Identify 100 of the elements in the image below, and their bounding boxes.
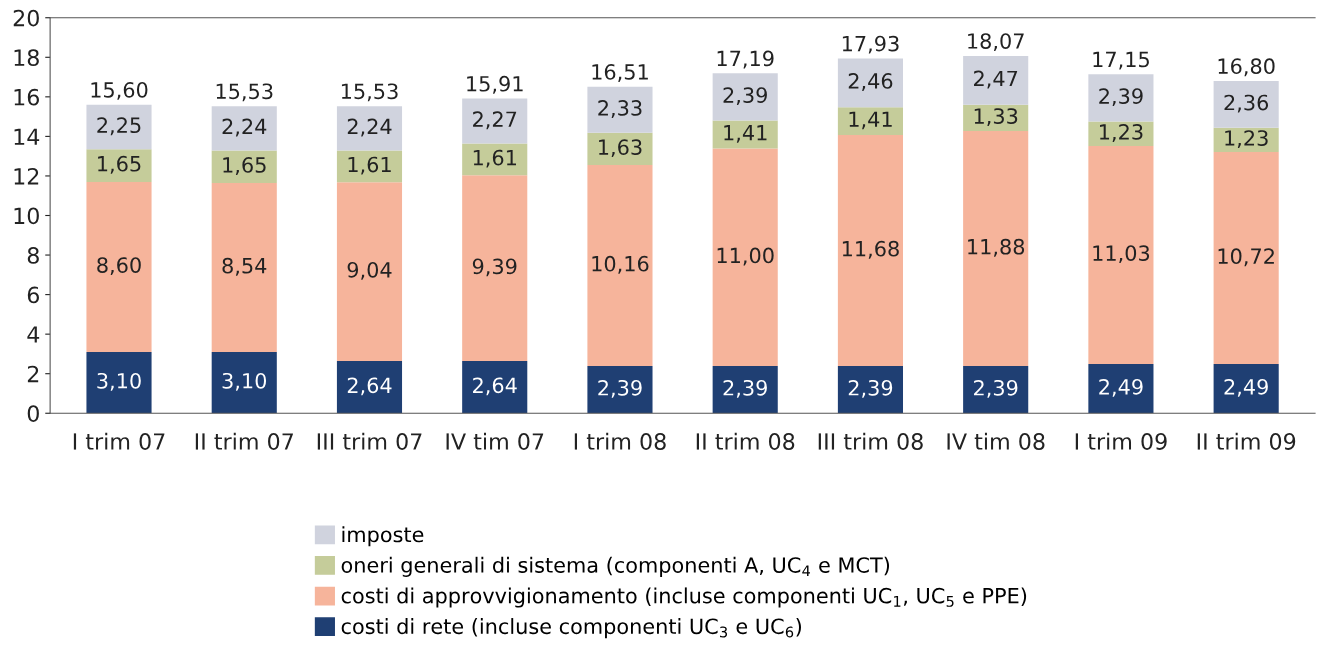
y-tick-label: 0 (27, 405, 39, 423)
data-label: 2,24 (347, 118, 392, 137)
bar (587, 86, 653, 133)
bar (837, 107, 903, 136)
bar (86, 351, 152, 414)
total-label: 15,91 (467, 75, 523, 94)
x-tick-label: I trim 08 (574, 432, 666, 450)
total-label: 15,60 (91, 81, 148, 100)
x-tick-label: IV tim 07 (446, 432, 544, 450)
total-label: 17,19 (717, 50, 774, 69)
bar (837, 135, 903, 366)
data-label: 2,36 (1224, 94, 1269, 113)
total-label: 15,53 (216, 83, 273, 102)
data-label: 1,41 (849, 111, 892, 130)
data-label: 2,39 (598, 379, 642, 398)
x-tick-label: III trim 08 (818, 432, 923, 450)
data-label: 3,10 (97, 372, 141, 391)
total-label: 16,80 (1218, 58, 1275, 77)
bar (712, 148, 778, 366)
data-label: 3,10 (222, 372, 267, 391)
x-tick-label: III trim 07 (317, 432, 422, 450)
x-tick-label: I trim 09 (1075, 432, 1167, 450)
y-tick-label: 12 (14, 167, 39, 185)
bar (1088, 364, 1154, 414)
y-tick-label: 8 (27, 247, 39, 264)
data-label: 2,46 (848, 73, 893, 91)
data-label: 8,54 (222, 257, 267, 276)
y-tick-label: 20 (13, 9, 39, 27)
bar (1213, 81, 1279, 128)
data-label: 2,39 (974, 379, 1018, 398)
bar (86, 104, 152, 150)
data-label: 2,39 (723, 87, 767, 106)
bar (211, 106, 277, 151)
data-label: 11,03 (1093, 245, 1150, 264)
data-label: 1,23 (1225, 130, 1268, 149)
data-label: 10,72 (1218, 248, 1274, 267)
data-label: 2,24 (222, 118, 267, 137)
legend-label: imposte (342, 526, 424, 547)
bar (336, 182, 403, 362)
bar (963, 131, 1029, 366)
bar (462, 175, 528, 362)
bar (837, 58, 903, 108)
bar (1088, 145, 1154, 365)
bar (462, 98, 528, 144)
y-tick-label: 6 (27, 286, 39, 304)
bar (86, 181, 152, 352)
total-label: 18,07 (968, 33, 1024, 52)
bar (837, 365, 903, 414)
y-tick-label: 10 (14, 207, 39, 225)
data-label: 2,64 (473, 377, 517, 396)
data-label: 2,47 (974, 70, 1018, 89)
data-label: 1,65 (223, 157, 266, 175)
data-label: 1,41 (724, 125, 767, 143)
total-label: 17,93 (842, 35, 899, 54)
bar (211, 351, 277, 414)
data-label: 2,39 (723, 379, 767, 398)
x-tick-label: II trim 07 (195, 432, 293, 450)
bar (1213, 364, 1279, 414)
bar (712, 365, 778, 414)
bar (587, 132, 653, 166)
data-label: 11,68 (842, 240, 899, 259)
data-label: 2,39 (1099, 88, 1143, 107)
legend-label: costi di approvvigionamento (incluse componenti UC$_{1}$, UC$_{5}$ e PPE) (341, 587, 1027, 608)
data-label: 1,63 (599, 139, 642, 158)
data-label: 2,39 (848, 379, 893, 398)
bar (86, 149, 152, 182)
total-label: 17,15 (1093, 51, 1149, 70)
data-label: 11,00 (717, 247, 774, 266)
x-tick-label: II trim 08 (696, 432, 795, 450)
data-label: 1,61 (473, 149, 516, 168)
bar (211, 150, 277, 184)
data-label: 1,33 (974, 108, 1018, 127)
data-label: 2,64 (347, 377, 392, 396)
legend-label: costi di rete (incluse componenti UC$_{3}$ e UC$_{6}$) (341, 618, 801, 639)
bar (1213, 152, 1279, 365)
legend-label: oneri generali di sistema (componenti A, UC$_{4}$ e MCT) (341, 556, 890, 577)
bar (336, 150, 403, 183)
x-tick-label: I trim 07 (73, 432, 165, 450)
data-label: 1,23 (1100, 124, 1143, 142)
data-label: 2,49 (1224, 378, 1268, 397)
data-label: 2,33 (598, 100, 642, 118)
y-tick-label: 16 (14, 88, 39, 106)
y-tick-label: 14 (14, 128, 40, 145)
bar (336, 106, 403, 151)
bar (963, 55, 1029, 105)
y-tick-label: 4 (27, 326, 40, 343)
data-label: 1,61 (348, 156, 391, 175)
data-label: 1,65 (98, 155, 141, 174)
y-tick-label: 2 (27, 365, 39, 383)
data-label: 9,04 (347, 261, 392, 280)
y-tick-label: 18 (14, 49, 39, 67)
data-label: 2,27 (473, 111, 517, 130)
total-label: 16,51 (592, 63, 648, 82)
bar (336, 361, 403, 414)
data-label: 11,88 (968, 238, 1025, 257)
total-label: 15,53 (341, 83, 398, 102)
bar (712, 73, 778, 121)
data-label: 9,39 (472, 258, 517, 277)
bar (211, 183, 277, 352)
bar (587, 365, 653, 414)
